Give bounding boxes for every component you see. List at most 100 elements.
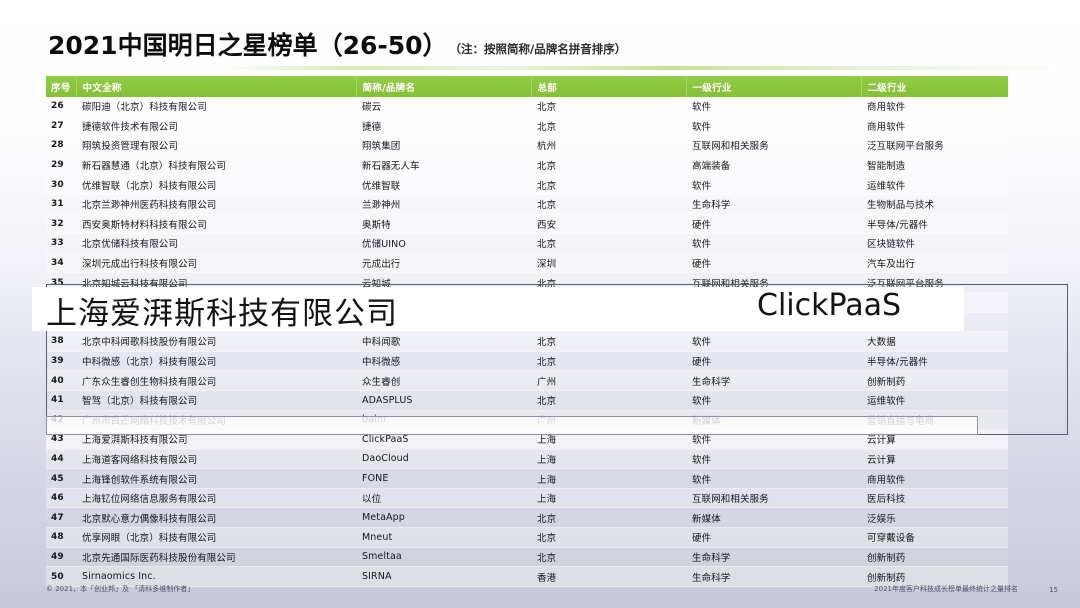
table-row[interactable]: 30 优维智联（北京）科技有限公司 优维智联 北京 软件 运维软件 xyxy=(46,174,1008,195)
cell-hq: 北京 xyxy=(531,233,686,254)
cell-brand: ADASPLUS xyxy=(356,390,531,411)
table-row[interactable]: 50 Sirnaomics Inc. SIRNA 香港 生命科学 创新制药 xyxy=(46,566,1008,587)
cell-brand: DaoCloud xyxy=(356,449,531,470)
table-row[interactable]: 28 翔筑投资管理有限公司 翔筑集团 杭州 互联网和相关服务 泛互联网平台服务 xyxy=(46,135,1008,156)
cell-industry2: 营销直播与电商 xyxy=(861,410,1008,431)
table-row[interactable]: 42 广州市白芒网络科技技术有限公司 baim 广州 新媒体 营销直播与电商 xyxy=(46,410,1008,431)
table-row[interactable]: 33 北京优储科技有限公司 优储UINO 北京 软件 区块链软件 xyxy=(46,233,1008,254)
table-row[interactable]: 43 上海爱湃斯科技有限公司 ClickPaaS 上海 软件 云计算 xyxy=(46,429,1008,450)
cell-industry1: 软件 xyxy=(686,97,861,117)
cell-brand: baim xyxy=(356,410,531,431)
cell-industry1: 软件 xyxy=(686,390,861,411)
cell-name: 碳阳迪（北京）科技有限公司 xyxy=(76,97,356,117)
cell-no: 44 xyxy=(46,449,76,470)
cell-industry1: 新媒体 xyxy=(686,410,861,431)
cell-hq: 上海 xyxy=(531,468,686,489)
cell-hq: 上海 xyxy=(531,449,686,470)
table-row[interactable]: 46 上海钇位网络信息服务有限公司 以位 上海 互联网和相关服务 医后科技 xyxy=(46,488,1008,509)
cell-brand: MetaApp xyxy=(356,507,531,529)
table-row[interactable]: 40 广东众生睿创生物科技有限公司 众生睿创 广州 生命科学 创新制药 xyxy=(46,370,1008,391)
cell-hq: 北京 xyxy=(531,174,686,195)
table-row[interactable]: 38 北京中科闻歌科技股份有限公司 中科闻歌 北京 软件 大数据 xyxy=(46,331,1008,352)
cell-brand: 以位 xyxy=(356,488,531,509)
cell-industry2: 区块链软件 xyxy=(861,233,1008,254)
cell-no: 29 xyxy=(46,155,76,176)
table-row[interactable]: 27 捷德软件技术有限公司 捷德 北京 软件 商用软件 xyxy=(46,116,1008,137)
cell-no: 32 xyxy=(46,214,76,235)
cell-name: 优享网眼（北京）科技有限公司 xyxy=(76,527,356,548)
cell-name: 北京先通国际医药科技股份有限公司 xyxy=(76,547,356,568)
cell-industry2: 云计算 xyxy=(861,429,1008,450)
table-row[interactable]: 49 北京先通国际医药科技股份有限公司 Smeltaa 北京 生命科学 创新制药 xyxy=(46,547,1008,568)
cell-hq: 北京 xyxy=(531,351,686,372)
cell-industry1: 生命科学 xyxy=(686,566,861,587)
cell-name: 北京默心意力偶像科技有限公司 xyxy=(76,507,356,529)
cell-industry1: 生命科学 xyxy=(686,370,861,391)
cell-hq: 上海 xyxy=(531,429,686,450)
cell-brand: Smeltaa xyxy=(356,547,531,568)
table-row[interactable]: 29 新石器慧通（北京）科技有限公司 新石器无人车 北京 高端装备 智能制造 xyxy=(46,155,1008,176)
cell-no: 47 xyxy=(46,507,76,529)
cell-name: 上海道客网络科技有限公司 xyxy=(76,449,356,470)
cell-industry1: 高端装备 xyxy=(686,155,861,176)
cell-name: 上海钇位网络信息服务有限公司 xyxy=(76,488,356,509)
table-body: 26 碳阳迪（北京）科技有限公司 碳云 北京 软件 商用软件 27 捷德软件技术有限公司 捷德北… xyxy=(46,97,1008,587)
cell-name: 北京兰渺神州医药科技有限公司 xyxy=(76,194,356,215)
cell-hq: 北京 xyxy=(531,547,686,568)
cell-industry1: 硬件 xyxy=(686,527,861,548)
cell-industry2: 运维软件 xyxy=(861,174,1008,195)
cell-industry2: 生物制品与技术 xyxy=(861,194,1008,215)
cell-industry1: 硬件 xyxy=(686,253,861,274)
cell-no: 40 xyxy=(46,370,76,391)
cell-no: 27 xyxy=(46,116,76,137)
cell-hq: 北京 xyxy=(531,155,686,176)
cell-name: 北京中科闻歌科技股份有限公司 xyxy=(76,331,356,352)
table-row[interactable]: 48 优享网眼（北京）科技有限公司 Mneut 北京 硬件 可穿戴设备 xyxy=(46,527,1008,548)
cell-industry2: 可穿戴设备 xyxy=(861,527,1008,548)
cell-hq: 北京 xyxy=(531,331,686,352)
table-row[interactable]: 32 西安奥斯特材料科技有限公司 奥斯特 西安 硬件 半导体/元器件 xyxy=(46,214,1008,235)
table-row[interactable]: 34 深圳元成出行科技有限公司 元成出行 深圳 硬件 汽车及出行 xyxy=(46,253,1008,274)
cell-brand: 优维智联 xyxy=(356,174,531,195)
cell-name: 广东众生睿创生物科技有限公司 xyxy=(76,370,356,391)
cell-industry2: 运维软件 xyxy=(861,390,1008,411)
table-row[interactable]: 45 上海锋创软件系统有限公司 FONE 上海 软件 商用软件 xyxy=(46,468,1008,489)
cell-no: 50 xyxy=(46,566,76,587)
table-row[interactable]: 26 碳阳迪（北京）科技有限公司 碳云 北京 软件 商用软件 xyxy=(46,97,1008,117)
cell-hq: 香港 xyxy=(531,566,686,587)
column-header-no: 序号 xyxy=(46,76,77,97)
cell-brand: ClickPaaS xyxy=(356,429,531,450)
footer-left-text: © 2021，本「创业邦」及 「清科多维制作者」 xyxy=(46,585,195,593)
cell-hq: 广州 xyxy=(531,370,686,391)
cell-name: Sirnaomics Inc. xyxy=(76,566,356,587)
cell-brand: 元成出行 xyxy=(356,253,531,274)
cell-name: 中科微感（北京）科技有限公司 xyxy=(76,351,356,372)
footer-right-text: 2021年度客户科技成长榜单最终统计之量排名 xyxy=(874,585,1018,593)
cell-no: 38 xyxy=(46,331,76,352)
overlay-brand-name: ClickPaaS xyxy=(757,288,902,323)
table-row[interactable]: 39 中科微感（北京）科技有限公司 中科微感 北京 硬件 半导体/元器件 xyxy=(46,351,1008,372)
cell-industry1: 软件 xyxy=(686,429,861,450)
cell-brand: 捷德 xyxy=(356,116,531,137)
cell-industry2: 智能制造 xyxy=(861,155,1008,176)
cell-hq: 广州 xyxy=(531,410,686,431)
table-row[interactable]: 31 北京兰渺神州医药科技有限公司 兰渺神州 北京 生命科学 生物制品与技术 xyxy=(46,194,1008,215)
cell-brand: 奥斯特 xyxy=(356,214,531,235)
cell-industry1: 硬件 xyxy=(686,214,861,235)
cell-hq: 上海 xyxy=(531,488,686,509)
cell-industry1: 硬件 xyxy=(686,351,861,372)
cell-hq: 北京 xyxy=(531,527,686,548)
cell-industry1: 软件 xyxy=(686,331,861,352)
cell-industry2: 泛互联网平台服务 xyxy=(861,135,1008,156)
overlay-white-band xyxy=(32,287,964,331)
table-row[interactable]: 44 上海道客网络科技有限公司 DaoCloud 上海 软件 云计算 xyxy=(46,449,1008,470)
table-row[interactable]: 47 北京默心意力偶像科技有限公司 MetaApp 北京 新媒体 泛娱乐 xyxy=(46,507,1008,529)
cell-brand: 众生睿创 xyxy=(356,370,531,391)
cell-industry1: 互联网和相关服务 xyxy=(686,488,861,509)
cell-industry1: 新媒体 xyxy=(686,507,861,529)
cell-name: 北京优储科技有限公司 xyxy=(76,233,356,254)
column-header-ind1: 一级行业 xyxy=(686,76,862,97)
cell-brand: FONE xyxy=(356,468,531,489)
table-row[interactable]: 41 智驾（北京）科技有限公司 ADASPLUS 北京 软件 运维软件 xyxy=(46,390,1008,411)
